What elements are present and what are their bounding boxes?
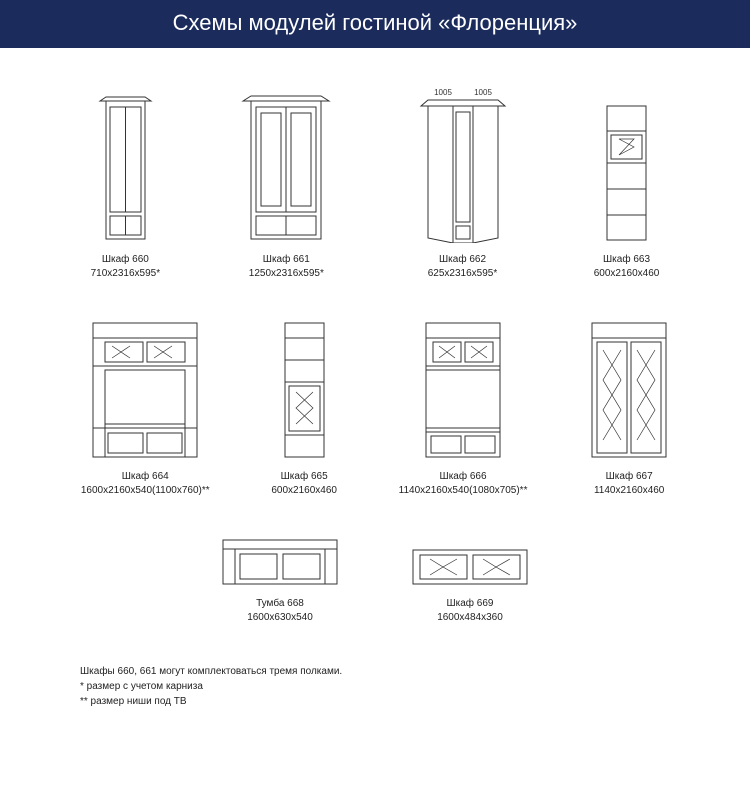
caption-668: Тумба 668 1600x630x540 xyxy=(247,597,313,624)
row-1: Шкаф 660 710x2316x595* Шкаф 661 xyxy=(50,88,700,280)
footnote-2: * размер с учетом карниза xyxy=(80,679,700,694)
caption-669: Шкаф 669 1600x484x360 xyxy=(437,597,503,624)
drawing-669 xyxy=(410,547,530,587)
caption-660: Шкаф 660 710x2316x595* xyxy=(91,253,161,280)
svg-text:1005: 1005 xyxy=(434,88,452,97)
module-663: Шкаф 663 600x2160x460 xyxy=(594,103,660,280)
drawing-661 xyxy=(241,93,331,243)
page-title: Схемы модулей гостиной «Флоренция» xyxy=(173,10,578,35)
module-662: 1005 1005 Шкаф 662 625x2316x595* xyxy=(413,88,513,280)
caption-667: Шкаф 667 1140x2160x460 xyxy=(594,470,664,497)
module-665: Шкаф 665 600x2160x460 xyxy=(271,320,337,497)
drawing-667 xyxy=(589,320,669,460)
drawing-666 xyxy=(423,320,503,460)
drawing-665 xyxy=(282,320,327,460)
caption-666: Шкаф 666 1140x2160x540(1080x705)** xyxy=(399,470,528,497)
drawing-663 xyxy=(604,103,649,243)
module-661: Шкаф 661 1250x2316x595* xyxy=(241,93,331,280)
drawing-662: 1005 1005 xyxy=(413,88,513,243)
caption-661: Шкаф 661 1250x2316x595* xyxy=(249,253,324,280)
module-667: Шкаф 667 1140x2160x460 xyxy=(589,320,669,497)
footnote-1: Шкафы 660, 661 могут комплектоваться тре… xyxy=(80,664,700,679)
caption-663: Шкаф 663 600x2160x460 xyxy=(594,253,660,280)
row-2: Шкаф 664 1600x2160x540(1100x760)** Шкаф … xyxy=(50,320,700,497)
module-grid: Шкаф 660 710x2316x595* Шкаф 661 xyxy=(0,48,750,709)
footnotes: Шкафы 660, 661 могут комплектоваться тре… xyxy=(50,664,700,709)
svg-text:1005: 1005 xyxy=(474,88,492,97)
page-header: Схемы модулей гостиной «Флоренция» xyxy=(0,0,750,48)
module-664: Шкаф 664 1600x2160x540(1100x760)** xyxy=(81,320,210,497)
drawing-668 xyxy=(220,537,340,587)
row-3: Тумба 668 1600x630x540 Шкаф 669 1600x484… xyxy=(50,537,700,624)
caption-662: Шкаф 662 625x2316x595* xyxy=(428,253,498,280)
module-660: Шкаф 660 710x2316x595* xyxy=(91,93,161,280)
drawing-664 xyxy=(90,320,200,460)
caption-664: Шкаф 664 1600x2160x540(1100x760)** xyxy=(81,470,210,497)
drawing-660 xyxy=(98,93,153,243)
module-666: Шкаф 666 1140x2160x540(1080x705)** xyxy=(399,320,528,497)
module-668: Тумба 668 1600x630x540 xyxy=(220,537,340,624)
caption-665: Шкаф 665 600x2160x460 xyxy=(271,470,337,497)
footnote-3: ** размер ниши под ТВ xyxy=(80,694,700,709)
module-669: Шкаф 669 1600x484x360 xyxy=(410,547,530,624)
